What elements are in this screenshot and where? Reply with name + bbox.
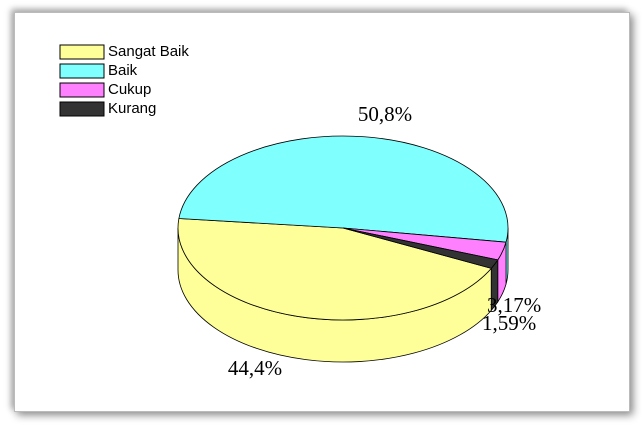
pie-slice (177, 218, 493, 321)
legend-label: Baik (108, 62, 138, 79)
pie-slice (178, 135, 509, 243)
data-label: 44,4% (228, 356, 282, 380)
legend-swatch (59, 44, 105, 60)
legend-swatch (59, 101, 105, 117)
data-label: 1,59% (482, 311, 536, 335)
legend-label: Cukup (108, 81, 151, 98)
legend-label: Sangat Baik (108, 43, 189, 60)
data-label: 50,8% (358, 102, 412, 126)
legend-label: Kurang (108, 100, 156, 117)
legend-swatch (59, 63, 105, 79)
legend-swatch (59, 82, 105, 98)
pie-slice (342, 227, 499, 269)
data-label: 3,17% (487, 293, 541, 317)
